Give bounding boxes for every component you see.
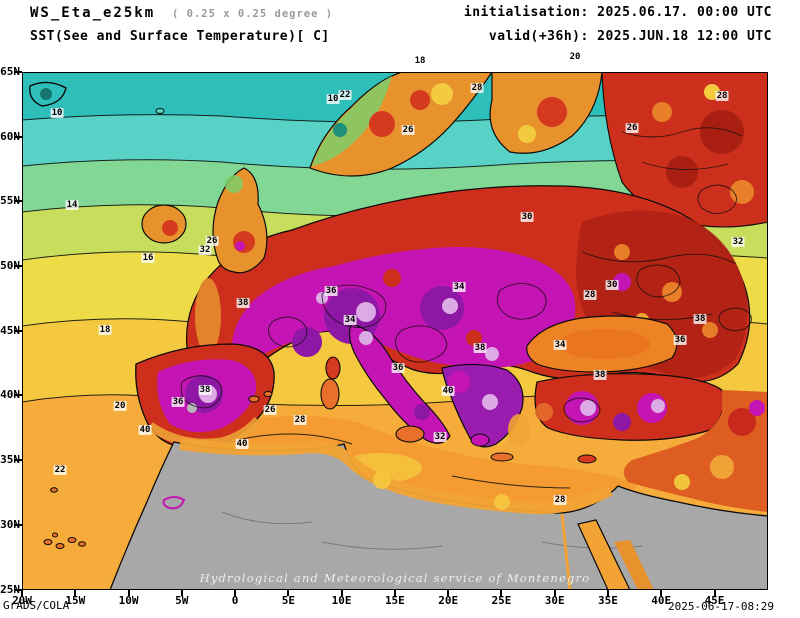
y-axis-label: 35N <box>0 453 20 467</box>
y-axis-tick <box>15 588 22 591</box>
y-axis-tick <box>15 523 22 526</box>
x-axis-label: 15E <box>384 594 405 607</box>
british-isles <box>141 167 268 274</box>
contour-label: 20 <box>568 52 582 62</box>
model-name: WS_Eta_e25km <box>30 5 156 21</box>
x-axis-tick <box>713 590 716 596</box>
y-axis-label: 30N <box>0 517 20 531</box>
contour-label: 18 <box>413 56 427 66</box>
x-axis-label: 5E <box>281 594 295 607</box>
y-axis-tick <box>15 459 22 462</box>
africa-landmass <box>109 438 768 590</box>
scandinavia-land <box>309 72 603 177</box>
x-axis-tick <box>447 590 450 596</box>
grads-credit: GrADS/COLA <box>3 599 70 612</box>
y-axis-label: 25N <box>0 582 20 596</box>
aegean-sea <box>508 414 530 446</box>
y-axis-tick <box>15 71 22 73</box>
x-axis-label: 5W <box>175 594 189 607</box>
x-axis-tick <box>660 590 663 596</box>
valid-time: valid(+36h): 2025.JUN.18 12:00 UTC <box>488 29 772 44</box>
y-axis-label: 55N <box>0 194 20 208</box>
x-axis-tick <box>234 590 237 596</box>
y-axis-tick <box>15 329 22 332</box>
x-axis-label: 10E <box>331 594 352 607</box>
x-axis-tick <box>500 590 503 596</box>
contour-lines-detail <box>180 127 752 423</box>
iceland-fragment <box>29 81 165 114</box>
x-axis-label: 10W <box>118 594 139 607</box>
middle-east-land <box>623 390 768 512</box>
x-axis-tick <box>180 590 183 596</box>
black-sea <box>526 315 678 373</box>
atlantic-islands <box>43 487 86 549</box>
x-axis-tick <box>340 590 343 596</box>
y-axis-tick <box>15 200 22 203</box>
y-axis-label: 60N <box>0 129 20 143</box>
y-axis-label: 40N <box>0 388 20 402</box>
sst-field-svg <box>22 72 768 590</box>
y-axis-tick <box>15 135 22 138</box>
turkey-land <box>534 373 725 464</box>
x-axis-tick <box>21 590 23 596</box>
x-axis-label: 20E <box>438 594 459 607</box>
field-title: SST(See and Surface Temperature)[ C] <box>30 29 330 44</box>
x-axis-label: 30E <box>544 594 565 607</box>
y-axis-label: 45N <box>0 323 20 337</box>
x-axis-label: 25E <box>491 594 512 607</box>
iberia-land <box>135 343 275 449</box>
x-axis-tick <box>553 590 556 596</box>
x-axis-label: 35E <box>598 594 618 607</box>
x-axis-tick <box>287 590 290 596</box>
map-area: Hydrological and Meteorological service … <box>22 72 768 590</box>
y-axis-label: 65N <box>0 65 20 78</box>
x-axis-tick <box>127 590 130 596</box>
grid-resolution-note: ( 0.25 x 0.25 degree ) <box>172 8 334 20</box>
y-axis-tick <box>15 265 22 268</box>
x-axis-tick <box>606 590 609 596</box>
x-axis-label: 0 <box>231 594 239 607</box>
y-axis-label: 50N <box>0 259 20 273</box>
y-axis-tick <box>15 394 22 397</box>
x-axis-tick <box>74 590 77 596</box>
balkans-greece-land <box>441 363 524 462</box>
generation-timestamp: 2025-06-17-08:29 <box>668 600 774 613</box>
italy-land <box>248 323 451 444</box>
initialisation-time: initialisation: 2025.06.17. 00:00 UTC <box>463 5 772 20</box>
x-axis-tick <box>393 590 396 596</box>
